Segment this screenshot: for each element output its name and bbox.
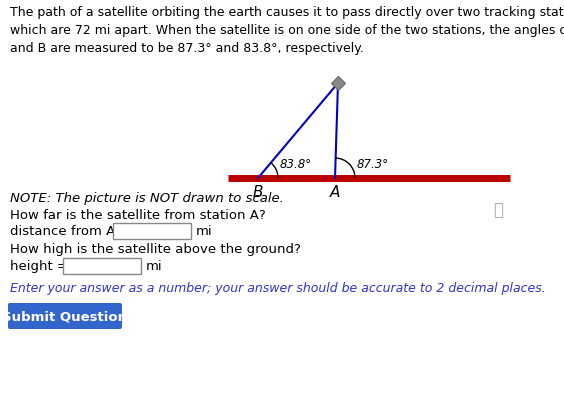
Text: 83.8°: 83.8°: [280, 158, 312, 171]
Text: mi: mi: [146, 259, 162, 272]
Text: The path of a satellite orbiting the earth causes it to pass directly over two t: The path of a satellite orbiting the ear…: [10, 6, 564, 55]
Text: Enter your answer as a number; your answer should be accurate to 2 decimal place: Enter your answer as a number; your answ…: [10, 281, 546, 294]
Text: distance from A =: distance from A =: [10, 224, 130, 237]
Text: NOTE: The picture is NOT drawn to scale.: NOTE: The picture is NOT drawn to scale.: [10, 192, 284, 204]
Text: ⌕: ⌕: [493, 201, 503, 218]
Text: How high is the satellite above the ground?: How high is the satellite above the grou…: [10, 242, 301, 255]
Text: Submit Question: Submit Question: [2, 310, 127, 323]
FancyBboxPatch shape: [63, 259, 141, 274]
Text: height =: height =: [10, 259, 68, 272]
FancyBboxPatch shape: [8, 303, 122, 329]
Text: A: A: [330, 185, 340, 199]
Text: How far is the satellite from station A?: How far is the satellite from station A?: [10, 209, 266, 221]
FancyBboxPatch shape: [113, 223, 191, 240]
Text: mi: mi: [196, 224, 213, 237]
Text: B: B: [253, 185, 263, 199]
Text: 87.3°: 87.3°: [357, 158, 389, 171]
